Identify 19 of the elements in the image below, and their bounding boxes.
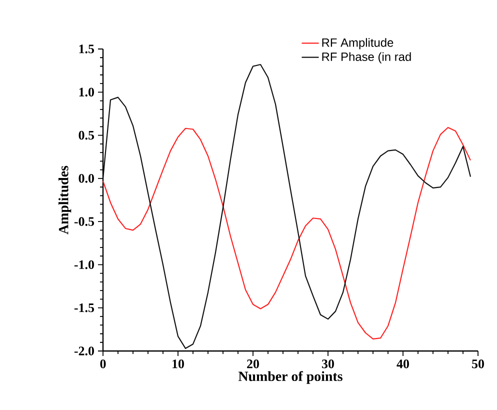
y-axis-title: Amplitudes [58,166,72,234]
y-tick-label: -1.0 [74,260,94,270]
x-tick-label: 20 [247,360,259,368]
x-axis-title: Number of points [238,371,342,384]
y-tick-label: 1.5 [79,44,94,54]
y-tick-label: 1.0 [79,88,94,97]
x-tick-label: 0 [100,360,106,368]
y-tick-label: -2.0 [74,346,94,356]
x-tick-label: 50 [472,360,484,368]
y-tick-label: -1.5 [74,303,94,312]
legend-label: RF Phase (in rad [322,52,411,64]
line-series [102,64,472,349]
x-tick-label: 10 [172,360,184,368]
x-tick-label: 40 [396,360,409,368]
y-tick-label: -0.5 [74,217,94,226]
y-tick-label: 0.0 [78,174,94,183]
x-tick-label: 30 [322,360,334,368]
legend-label: RF Amplitude [322,38,394,50]
y-tick-label: 0.5 [78,130,94,140]
